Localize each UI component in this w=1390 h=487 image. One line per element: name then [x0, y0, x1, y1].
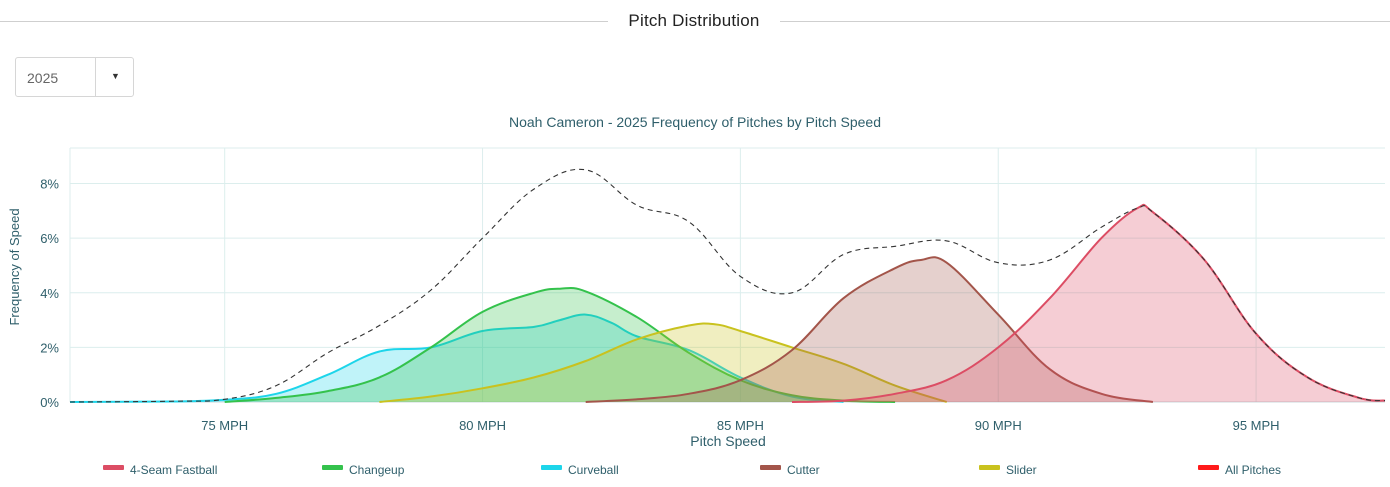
chart-title: Noah Cameron - 2025 Frequency of Pitches… [509, 114, 881, 130]
year-select-value: 2025 [27, 70, 59, 86]
y-tick-label: 0% [40, 395, 59, 410]
legend-swatch-changeup[interactable] [322, 465, 343, 470]
series-line-4-seam-fastball [791, 203, 1386, 403]
legend-item-4-seam-fastball[interactable]: 4-Seam Fastball [130, 463, 217, 477]
section-title: Pitch Distribution [628, 11, 760, 30]
y-tick-label: 2% [40, 340, 59, 355]
legend-swatch-slider[interactable] [979, 465, 1000, 470]
series-area-4-seam-fastball [792, 204, 1385, 402]
legend-swatch-all-pitches[interactable] [1198, 465, 1219, 470]
year-select-divider [95, 58, 96, 96]
y-tick-label: 8% [40, 177, 59, 192]
x-tick-label: 85 MPH [717, 418, 764, 433]
legend-swatch-4-seam-fastball[interactable] [103, 465, 124, 470]
year-select[interactable]: 2025 ▼ [15, 57, 134, 97]
x-tick-label: 80 MPH [459, 418, 506, 433]
y-tick-label: 4% [40, 286, 59, 301]
legend-swatch-curveball[interactable] [541, 465, 562, 470]
section-header: Pitch Distribution [0, 0, 1390, 44]
legend-item-all-pitches[interactable]: All Pitches [1225, 463, 1281, 477]
series-line-slider [379, 322, 947, 403]
series-area-cutter [585, 257, 1153, 402]
pitch-speed-chart: Noah Cameron - 2025 Frequency of Pitches… [7, 114, 1386, 477]
y-axis-label: Frequency of Speed [7, 208, 22, 325]
x-axis-label: Pitch Speed [690, 433, 766, 449]
series-line-changeup [224, 286, 896, 403]
y-tick-label: 6% [40, 231, 59, 246]
series-line-all-pitches [69, 168, 1386, 403]
series-area-changeup [224, 287, 896, 402]
series-line-cutter [585, 256, 1154, 403]
series-line-curveball [69, 313, 844, 403]
x-tick-label: 75 MPH [201, 418, 248, 433]
series-area-curveball [70, 314, 844, 402]
series-area-slider [379, 323, 947, 402]
caret-down-icon[interactable]: ▼ [111, 71, 120, 81]
x-tick-label: 95 MPH [1233, 418, 1280, 433]
header-rule-right [780, 21, 1390, 22]
legend-item-slider[interactable]: Slider [1006, 463, 1037, 477]
legend-item-changeup[interactable]: Changeup [349, 463, 405, 477]
x-tick-label: 90 MPH [975, 418, 1022, 433]
legend-item-curveball[interactable]: Curveball [568, 463, 619, 477]
legend-swatch-cutter[interactable] [760, 465, 781, 470]
header-rule-left [0, 21, 608, 22]
legend-item-cutter[interactable]: Cutter [787, 463, 820, 477]
